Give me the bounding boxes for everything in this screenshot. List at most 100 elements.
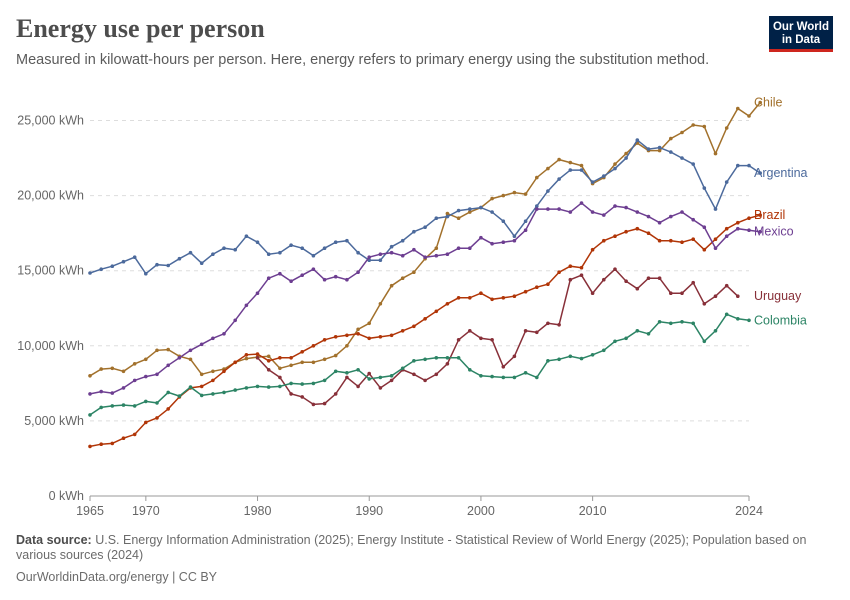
data-point xyxy=(166,390,170,395)
data-point xyxy=(434,216,439,220)
data-point xyxy=(389,244,394,249)
data-point xyxy=(501,240,506,244)
data-point xyxy=(713,329,718,333)
data-point xyxy=(378,302,383,306)
data-point xyxy=(501,193,506,198)
data-point xyxy=(199,384,204,389)
data-point xyxy=(211,378,215,383)
x-tick-label: 1970 xyxy=(132,504,160,518)
data-point xyxy=(110,441,115,446)
data-point xyxy=(691,162,695,166)
data-point xyxy=(400,366,405,371)
y-tick-label: 20,000 kWh xyxy=(17,189,84,203)
data-point xyxy=(479,291,483,296)
data-point xyxy=(468,368,472,372)
series-label-colombia: Colombia xyxy=(754,313,807,327)
data-point xyxy=(345,344,349,348)
series-chile xyxy=(88,100,762,378)
data-source: Data source: U.S. Energy Information Adm… xyxy=(16,533,816,563)
series-label-uruguay: Uruguay xyxy=(754,289,802,303)
owid-logo[interactable]: Our World in Data xyxy=(769,16,833,52)
data-point xyxy=(199,393,204,398)
data-point xyxy=(333,392,338,396)
data-point xyxy=(289,381,293,386)
data-point xyxy=(211,336,215,341)
data-point xyxy=(602,277,606,282)
data-point xyxy=(724,234,729,238)
data-point xyxy=(490,210,494,214)
data-point xyxy=(523,219,528,223)
data-point xyxy=(132,432,137,437)
data-point xyxy=(535,175,539,180)
data-point xyxy=(378,375,383,380)
data-point xyxy=(724,312,729,317)
series-line-colombia xyxy=(89,313,750,416)
data-point xyxy=(602,213,606,217)
data-point xyxy=(255,352,260,356)
data-point xyxy=(758,100,762,105)
data-point xyxy=(88,374,92,378)
data-point xyxy=(278,250,282,255)
data-point xyxy=(691,123,695,127)
y-tick-label: 0 kWh xyxy=(49,489,84,503)
data-point xyxy=(333,369,338,374)
series-line-mexico xyxy=(89,202,761,395)
data-point xyxy=(132,378,137,383)
logo-line-2: in Data xyxy=(781,34,821,46)
data-point xyxy=(456,246,461,250)
data-point xyxy=(266,252,271,256)
data-point xyxy=(121,386,126,390)
data-point xyxy=(278,356,282,360)
data-point xyxy=(512,234,517,238)
data-point xyxy=(278,271,282,276)
data-point xyxy=(333,335,338,339)
data-point xyxy=(389,333,394,338)
data-point xyxy=(613,162,617,166)
data-point xyxy=(121,369,126,374)
data-point xyxy=(579,168,584,172)
y-axis-ticks: 0 kWh 5,000 kWh 10,000 kWh 15,000 kWh 20,000… xyxy=(17,114,84,503)
data-point xyxy=(400,276,405,281)
data-point xyxy=(657,238,662,243)
data-point xyxy=(546,282,550,287)
data-point xyxy=(512,238,517,243)
page-subtitle: Measured in kilowatt-hours per person. H… xyxy=(16,52,710,68)
data-point xyxy=(356,368,360,372)
data-point xyxy=(367,336,372,341)
data-source-label: Data source: xyxy=(16,533,92,547)
data-point xyxy=(300,395,305,399)
data-point xyxy=(244,234,249,238)
data-point xyxy=(657,320,662,324)
data-point xyxy=(110,404,115,408)
data-point xyxy=(322,277,327,282)
data-point xyxy=(456,356,461,360)
data-point xyxy=(669,150,673,154)
data-point xyxy=(88,413,92,417)
data-point xyxy=(747,216,751,220)
data-point xyxy=(356,270,360,275)
data-point xyxy=(289,392,293,396)
data-point xyxy=(456,338,461,342)
data-point xyxy=(266,368,271,372)
data-point xyxy=(322,246,327,250)
data-point xyxy=(624,156,628,160)
data-point xyxy=(278,384,282,389)
data-point xyxy=(635,286,640,291)
data-point xyxy=(691,280,695,285)
data-point xyxy=(434,356,439,360)
data-point xyxy=(289,363,293,368)
data-point xyxy=(579,163,584,168)
data-point xyxy=(546,207,550,211)
license-link[interactable]: OurWorldinData.org/energy | CC BY xyxy=(16,570,218,584)
data-point xyxy=(657,145,662,150)
data-point xyxy=(523,289,528,294)
data-point xyxy=(680,210,684,214)
data-point xyxy=(99,442,103,447)
data-point xyxy=(356,250,360,255)
data-point xyxy=(423,225,427,229)
data-point xyxy=(490,241,494,246)
data-point xyxy=(602,348,606,353)
data-point xyxy=(110,366,115,371)
data-point xyxy=(132,255,137,259)
y-tick-label: 25,000 kWh xyxy=(17,114,84,128)
